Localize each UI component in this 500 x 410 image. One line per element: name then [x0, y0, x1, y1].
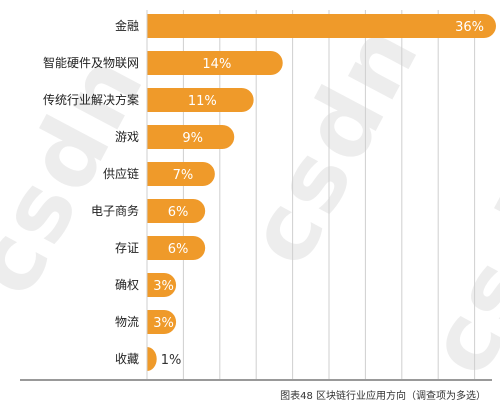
category-label: 游戏	[115, 130, 139, 144]
value-label: 3%	[153, 279, 174, 294]
bar	[147, 236, 206, 260]
category-label: 电子商务	[91, 203, 139, 218]
value-label: 6%	[168, 242, 189, 257]
value-label: 9%	[182, 131, 203, 146]
category-label: 金融	[115, 18, 139, 33]
category-label: 传统行业解决方案	[43, 92, 139, 107]
bar	[147, 273, 177, 297]
category-label: 确权	[115, 278, 139, 292]
value-label: 36%	[455, 20, 484, 35]
bar	[147, 199, 206, 223]
bar	[147, 51, 283, 75]
value-label: 6%	[168, 205, 189, 220]
category-label: 物流	[115, 315, 139, 329]
value-label: 1%	[161, 353, 182, 368]
category-label: 收藏	[115, 352, 139, 366]
chart-caption: 图表48 区块链行业应用方向（调查项为多选）	[280, 391, 486, 402]
value-label: 14%	[202, 57, 231, 72]
bar	[147, 14, 496, 38]
bar	[147, 125, 235, 149]
bar	[147, 88, 254, 112]
category-label: 存证	[115, 241, 139, 255]
value-label: 3%	[153, 316, 174, 331]
value-label: 7%	[173, 168, 194, 183]
bar	[147, 310, 177, 334]
bar	[147, 162, 215, 186]
bar	[147, 347, 157, 371]
value-label: 11%	[188, 94, 217, 109]
category-label: 供应链	[103, 166, 139, 181]
category-label: 智能硬件及物联网	[43, 55, 139, 70]
